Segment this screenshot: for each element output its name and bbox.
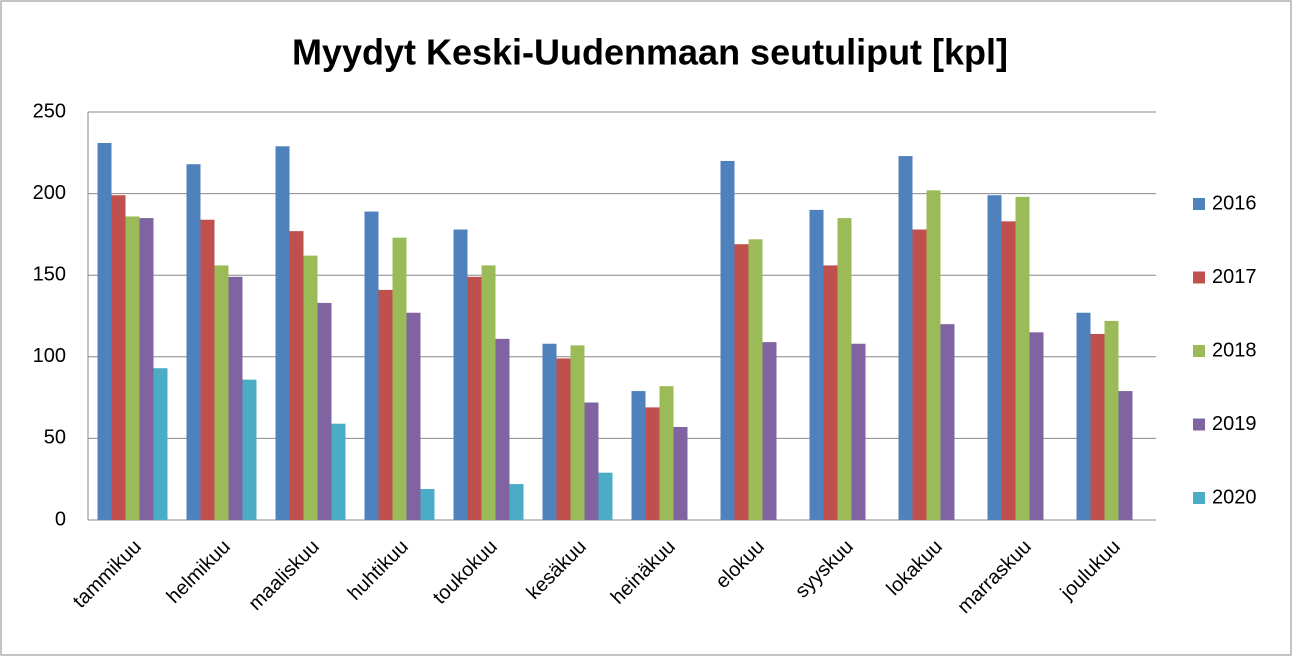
y-tick-label: 200 bbox=[33, 182, 66, 204]
bar bbox=[317, 302, 332, 520]
bar bbox=[364, 211, 379, 520]
bar bbox=[1015, 196, 1030, 520]
bar bbox=[331, 423, 346, 520]
bar bbox=[1001, 221, 1016, 520]
bar bbox=[570, 345, 585, 520]
bar bbox=[186, 164, 201, 520]
y-tick-label: 100 bbox=[33, 345, 66, 367]
y-tick-label: 50 bbox=[44, 427, 66, 449]
bar bbox=[1090, 333, 1105, 520]
bar bbox=[898, 156, 913, 520]
legend-swatch bbox=[1193, 345, 1205, 357]
bar bbox=[851, 343, 866, 520]
bar bbox=[809, 209, 824, 521]
bar bbox=[1029, 332, 1044, 520]
bar bbox=[673, 426, 688, 520]
bar bbox=[228, 276, 243, 520]
bar bbox=[912, 229, 927, 520]
bar bbox=[242, 379, 257, 520]
bar bbox=[97, 143, 112, 520]
bar bbox=[631, 391, 646, 520]
bar bbox=[467, 276, 482, 520]
bar bbox=[542, 343, 557, 520]
bar bbox=[392, 237, 407, 520]
legend-swatch bbox=[1193, 492, 1205, 504]
y-tick-label: 150 bbox=[33, 263, 66, 285]
bar bbox=[153, 368, 168, 520]
bar bbox=[275, 146, 290, 520]
legend-label: 2020 bbox=[1212, 486, 1257, 508]
bar bbox=[125, 216, 140, 520]
legend-swatch bbox=[1193, 418, 1205, 431]
chart-title: Myydyt Keski-Uudenmaan seutuliput [kpl] bbox=[292, 32, 1008, 73]
bar bbox=[509, 484, 524, 520]
bar bbox=[762, 342, 777, 520]
bar bbox=[1076, 312, 1091, 520]
bar bbox=[453, 229, 468, 520]
bar bbox=[495, 338, 510, 520]
bar bbox=[734, 244, 749, 520]
bar bbox=[940, 324, 955, 520]
bar bbox=[659, 386, 674, 520]
bar bbox=[584, 402, 599, 520]
bar bbox=[111, 195, 126, 520]
bar bbox=[200, 219, 215, 520]
bar bbox=[303, 255, 318, 520]
bar bbox=[823, 265, 838, 520]
bar bbox=[378, 289, 393, 520]
legend-label: 2019 bbox=[1212, 413, 1257, 435]
bar bbox=[598, 472, 613, 520]
legend-swatch bbox=[1193, 198, 1205, 210]
bar bbox=[748, 239, 763, 520]
bar bbox=[987, 195, 1002, 520]
bar bbox=[289, 231, 304, 521]
legend-swatch bbox=[1193, 271, 1205, 284]
bar bbox=[481, 265, 496, 520]
bar bbox=[720, 160, 735, 520]
bar bbox=[214, 265, 229, 520]
legend-label: 2018 bbox=[1212, 339, 1257, 361]
bar bbox=[556, 358, 571, 520]
bar bbox=[837, 218, 852, 520]
bar bbox=[420, 488, 435, 520]
bar bbox=[926, 190, 941, 520]
y-tick-label: 250 bbox=[33, 100, 66, 122]
legend-label: 2016 bbox=[1212, 192, 1257, 214]
bar bbox=[645, 407, 660, 520]
legend-label: 2017 bbox=[1212, 266, 1257, 288]
bar bbox=[1118, 391, 1133, 520]
bar bbox=[406, 312, 421, 520]
bar bbox=[1104, 320, 1119, 520]
y-tick-label: 0 bbox=[55, 508, 66, 530]
bar bbox=[139, 218, 154, 520]
